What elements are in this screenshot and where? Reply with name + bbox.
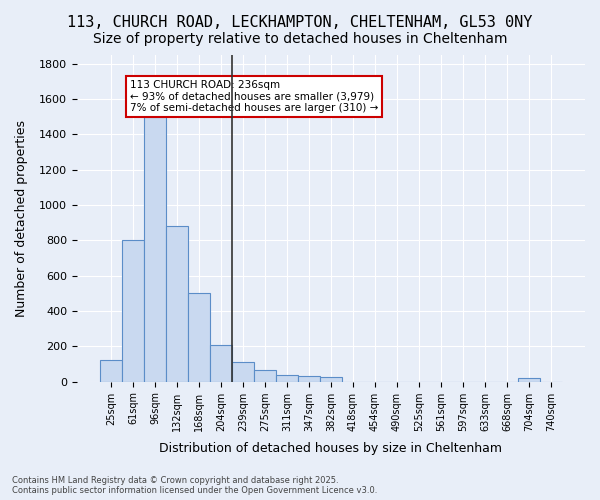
Bar xyxy=(144,117,166,382)
Bar xyxy=(518,378,540,382)
Text: Contains HM Land Registry data © Crown copyright and database right 2025.
Contai: Contains HM Land Registry data © Crown c… xyxy=(12,476,377,495)
Bar xyxy=(276,374,298,382)
Y-axis label: Number of detached properties: Number of detached properties xyxy=(15,120,28,317)
Bar xyxy=(210,344,232,382)
Text: 113 CHURCH ROAD: 236sqm
← 93% of detached houses are smaller (3,979)
7% of semi-: 113 CHURCH ROAD: 236sqm ← 93% of detache… xyxy=(130,80,378,113)
Bar xyxy=(122,240,144,382)
Text: Size of property relative to detached houses in Cheltenham: Size of property relative to detached ho… xyxy=(93,32,507,46)
X-axis label: Distribution of detached houses by size in Cheltenham: Distribution of detached houses by size … xyxy=(160,442,502,455)
Bar xyxy=(320,378,342,382)
Bar xyxy=(232,362,254,382)
Bar xyxy=(298,376,320,382)
Bar xyxy=(100,360,122,382)
Text: 113, CHURCH ROAD, LECKHAMPTON, CHELTENHAM, GL53 0NY: 113, CHURCH ROAD, LECKHAMPTON, CHELTENHA… xyxy=(67,15,533,30)
Bar xyxy=(188,294,210,382)
Bar xyxy=(254,370,276,382)
Bar xyxy=(166,226,188,382)
